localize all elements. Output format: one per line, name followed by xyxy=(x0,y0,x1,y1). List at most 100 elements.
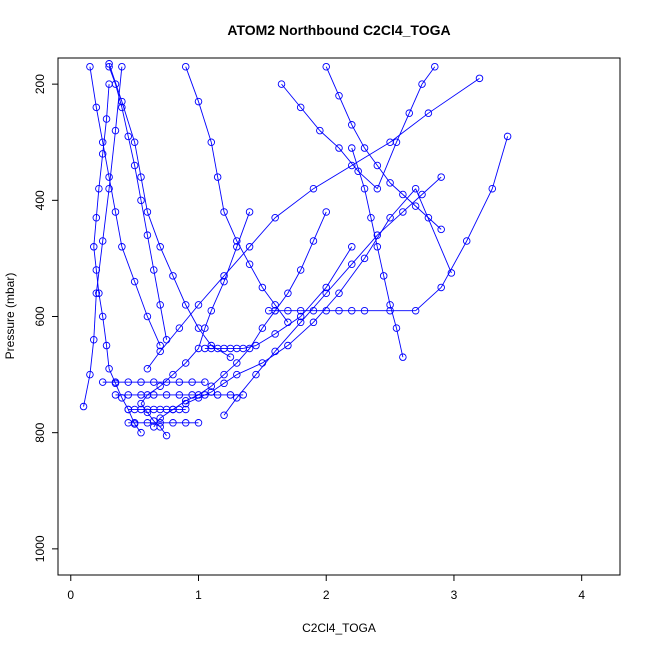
data-point xyxy=(296,266,305,274)
data-point xyxy=(475,74,484,83)
series-segment xyxy=(106,345,110,369)
data-point xyxy=(226,391,235,399)
series-segment xyxy=(106,84,110,120)
x-axis-label: C2Cl4_TOGA xyxy=(302,621,376,635)
data-point xyxy=(271,347,279,356)
series-segment xyxy=(93,246,97,271)
series-segment xyxy=(491,136,509,189)
data-point xyxy=(181,301,190,309)
data-point xyxy=(284,306,292,315)
data-point xyxy=(252,341,260,350)
data-point xyxy=(98,237,107,245)
series-segment xyxy=(102,118,107,154)
data-point xyxy=(316,126,324,135)
data-point xyxy=(130,138,139,146)
data-point xyxy=(194,301,203,309)
data-point xyxy=(98,138,107,146)
series-profile xyxy=(137,208,254,440)
data-point xyxy=(143,365,152,373)
x-tick-label: 3 xyxy=(451,588,458,602)
series-segment xyxy=(223,362,238,375)
series-segment xyxy=(210,142,219,178)
series-segment xyxy=(396,113,410,143)
y-axis-label: Pressure (mbar) xyxy=(3,273,17,360)
data-point xyxy=(220,272,228,280)
x-tick-label: 2 xyxy=(323,588,330,602)
data-point xyxy=(399,190,407,199)
data-point xyxy=(220,208,228,216)
data-point xyxy=(360,144,369,152)
series-segment xyxy=(370,217,378,247)
data-point xyxy=(150,266,158,274)
data-point xyxy=(245,243,254,251)
series-segment xyxy=(204,310,212,329)
series-segment xyxy=(428,217,442,230)
data-point xyxy=(322,62,330,71)
series-segment xyxy=(153,269,161,305)
y-axis: 200 400 600 800 1000 xyxy=(33,74,59,562)
data-point xyxy=(143,208,152,216)
series-segment xyxy=(364,188,372,218)
data-point xyxy=(271,306,279,315)
data-point xyxy=(335,144,343,152)
series-segment xyxy=(127,136,136,166)
data-point xyxy=(411,306,420,315)
data-point xyxy=(392,324,401,332)
series-profile xyxy=(105,60,235,361)
data-point xyxy=(296,318,305,327)
series-segment xyxy=(236,240,250,265)
series-segment xyxy=(178,304,199,329)
series-segment xyxy=(134,423,142,433)
series-segment xyxy=(146,316,161,346)
data-point xyxy=(175,324,184,332)
plot-frame xyxy=(57,57,621,576)
series-profile xyxy=(105,62,171,344)
series-segment xyxy=(121,107,129,137)
series-segment xyxy=(376,142,397,189)
data-point xyxy=(111,378,120,386)
data-point xyxy=(309,237,318,245)
series-segment xyxy=(83,374,91,407)
series-segment xyxy=(325,246,353,288)
data-point xyxy=(181,419,190,427)
data-point xyxy=(130,277,139,286)
series-segment xyxy=(287,321,314,346)
data-point xyxy=(220,379,228,388)
series-segment xyxy=(281,83,302,108)
data-point xyxy=(194,97,203,106)
series-segment xyxy=(198,101,212,143)
series-segment xyxy=(210,281,225,311)
data-point xyxy=(181,359,190,367)
data-point xyxy=(386,306,394,315)
series-segment xyxy=(351,124,365,149)
series-segment xyxy=(89,339,95,375)
data-point xyxy=(201,378,209,386)
series-segment xyxy=(172,400,186,410)
data-point xyxy=(175,378,184,386)
series-segment xyxy=(121,246,136,282)
data-point xyxy=(284,289,292,298)
series-segment xyxy=(185,66,199,102)
data-point xyxy=(105,62,113,71)
data-point xyxy=(309,318,318,327)
series-profile xyxy=(90,80,145,437)
series-segment xyxy=(389,112,429,143)
data-point xyxy=(137,378,145,386)
series-segment xyxy=(134,281,148,317)
data-point xyxy=(386,213,394,222)
data-point xyxy=(105,173,113,181)
series-segment xyxy=(300,107,321,131)
data-point xyxy=(360,306,369,315)
data-point xyxy=(130,419,139,427)
series-segment xyxy=(376,246,385,276)
data-point xyxy=(360,254,369,263)
y-tick-label: 1000 xyxy=(33,535,47,562)
data-point xyxy=(143,312,152,321)
series-segment xyxy=(134,165,142,201)
data-point xyxy=(181,396,190,405)
series-segment xyxy=(338,147,359,172)
series-segment xyxy=(351,141,391,166)
data-point xyxy=(411,202,420,210)
data-point xyxy=(90,335,98,344)
data-point xyxy=(258,324,267,332)
